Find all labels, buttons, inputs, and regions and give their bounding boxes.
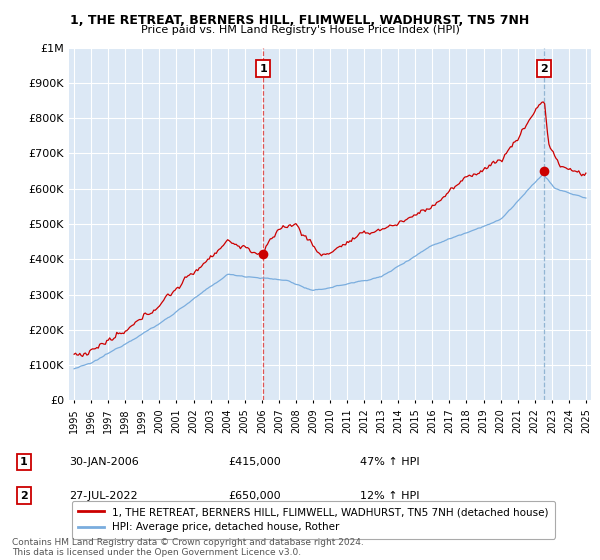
Text: 2: 2 — [541, 64, 548, 74]
Text: 47% ↑ HPI: 47% ↑ HPI — [360, 457, 419, 467]
Text: £415,000: £415,000 — [228, 457, 281, 467]
Text: 1, THE RETREAT, BERNERS HILL, FLIMWELL, WADHURST, TN5 7NH: 1, THE RETREAT, BERNERS HILL, FLIMWELL, … — [70, 14, 530, 27]
Legend: 1, THE RETREAT, BERNERS HILL, FLIMWELL, WADHURST, TN5 7NH (detached house), HPI:: 1, THE RETREAT, BERNERS HILL, FLIMWELL, … — [71, 501, 555, 539]
Text: £650,000: £650,000 — [228, 491, 281, 501]
Text: 12% ↑ HPI: 12% ↑ HPI — [360, 491, 419, 501]
Text: 1: 1 — [259, 64, 267, 74]
Text: Price paid vs. HM Land Registry's House Price Index (HPI): Price paid vs. HM Land Registry's House … — [140, 25, 460, 35]
Text: Contains HM Land Registry data © Crown copyright and database right 2024.
This d: Contains HM Land Registry data © Crown c… — [12, 538, 364, 557]
Text: 27-JUL-2022: 27-JUL-2022 — [69, 491, 137, 501]
Text: 1: 1 — [20, 457, 28, 467]
Text: 30-JAN-2006: 30-JAN-2006 — [69, 457, 139, 467]
Text: 2: 2 — [20, 491, 28, 501]
